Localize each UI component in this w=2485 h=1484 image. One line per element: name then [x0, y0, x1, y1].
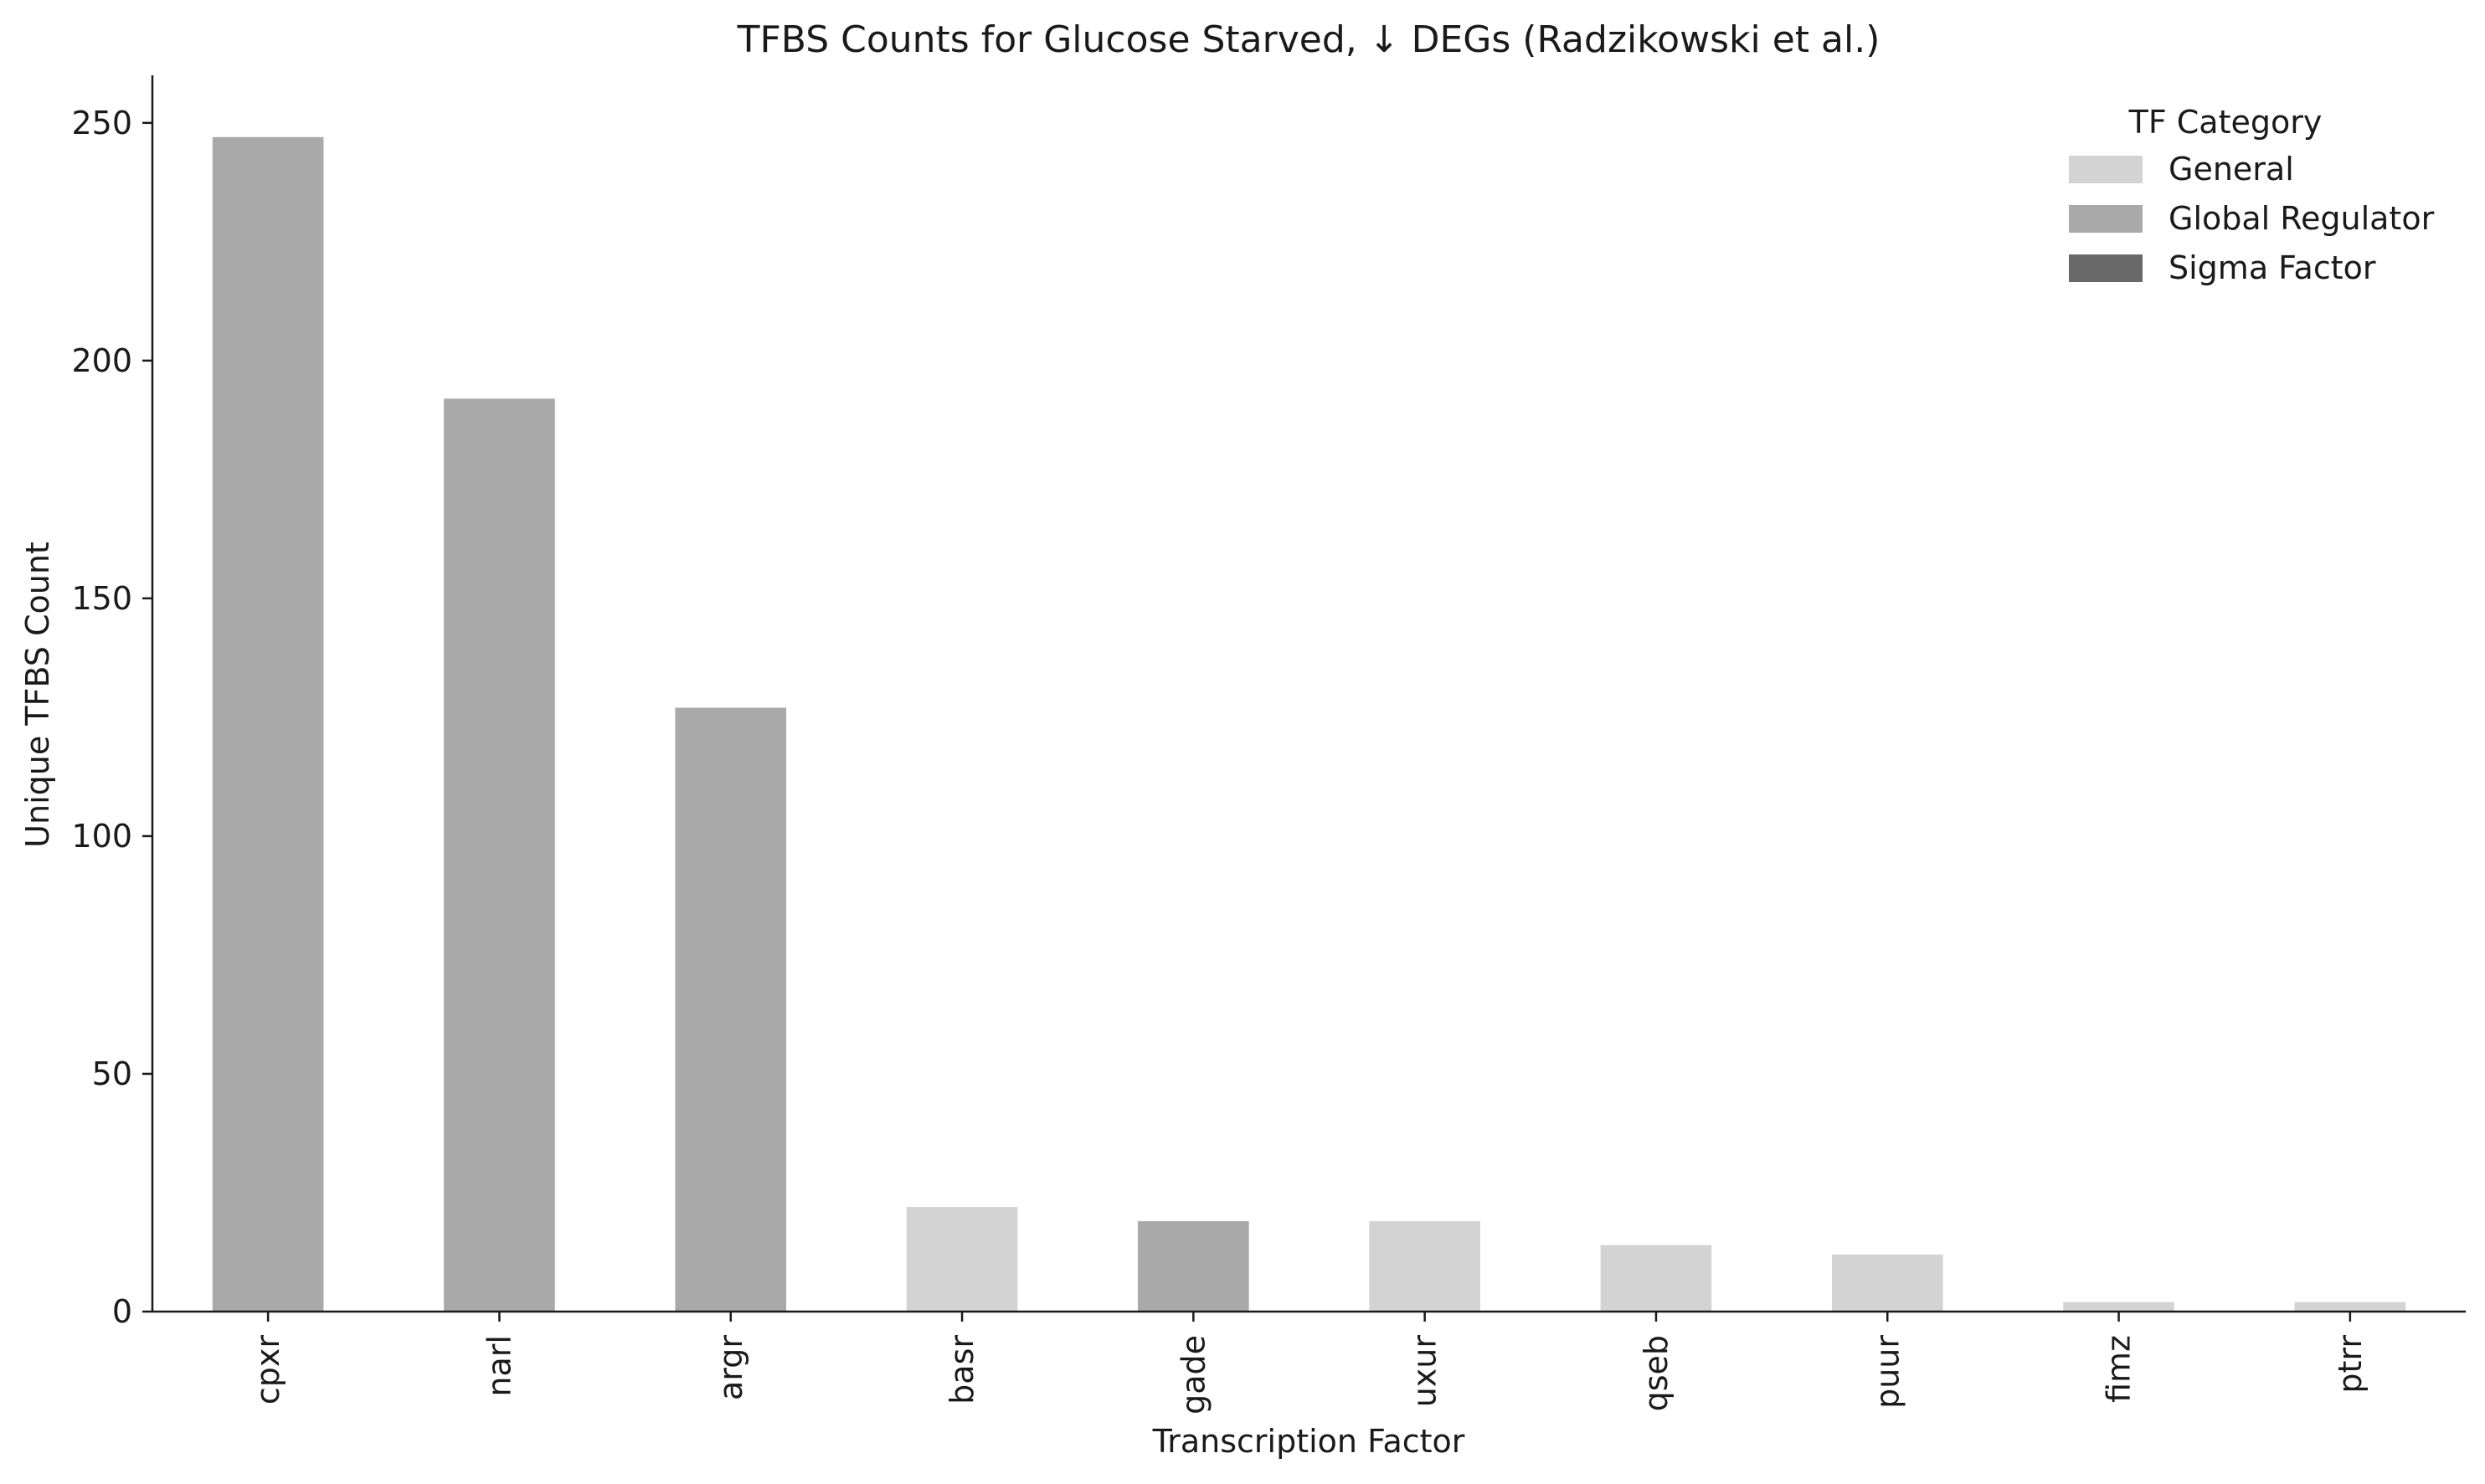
y-tick-label: 150: [71, 580, 132, 617]
x-tick-label-narl: narl: [481, 1335, 517, 1397]
x-tick-label-ptrr: ptrr: [2332, 1335, 2369, 1394]
y-axis-label: Unique TFBS Count: [19, 542, 56, 848]
y-tick-label: 200: [71, 342, 132, 379]
x-tick-label-cpxr: cpxr: [250, 1335, 286, 1405]
x-tick-label-uxur: uxur: [1407, 1335, 1443, 1408]
legend-label-sigma-factor: Sigma Factor: [2169, 249, 2376, 286]
bar-uxur: [1369, 1221, 1480, 1312]
y-tick-label: 250: [71, 105, 132, 141]
y-tick-label: 100: [71, 818, 132, 855]
legend-swatch-global-regulator: [2069, 205, 2143, 233]
legend-label-general: General: [2169, 151, 2294, 187]
x-tick-label-puur: puur: [1869, 1335, 1906, 1409]
bar-qseb: [1600, 1245, 1712, 1312]
legend-label-global-regulator: Global Regulator: [2169, 200, 2435, 237]
bar-fimz: [2063, 1302, 2174, 1312]
y-tick-label: 50: [92, 1055, 132, 1092]
x-tick-label-gade: gade: [1175, 1335, 1212, 1415]
plot-area: 0 50 100 150 200 250 cpxr narl argr basr gade uxur q…: [71, 75, 2466, 1415]
chart-title: TFBS Counts for Glucose Starved, ↓ DEGs …: [737, 18, 1880, 61]
legend-swatch-sigma-factor: [2069, 254, 2143, 282]
bar-basr: [906, 1207, 1018, 1312]
x-axis-label: Transcription Factor: [1152, 1423, 1465, 1460]
bar-puur: [1831, 1254, 1943, 1312]
bar-argr: [675, 707, 787, 1312]
y-tick-label: 0: [112, 1293, 132, 1330]
x-tick-label-basr: basr: [944, 1335, 980, 1404]
legend-title: TF Category: [2128, 104, 2323, 141]
bar-gade: [1138, 1221, 1249, 1312]
x-tick-label-fimz: fimz: [2101, 1335, 2138, 1403]
x-tick-label-argr: argr: [713, 1335, 749, 1400]
x-tick-label-qseb: qseb: [1638, 1335, 1675, 1411]
legend: TF Category General Global Regulator Sigma…: [2069, 104, 2435, 286]
bar-cpxr: [212, 136, 324, 1312]
legend-swatch-general: [2069, 156, 2143, 183]
bar-ptrr: [2294, 1302, 2406, 1312]
bar-narl: [444, 398, 555, 1312]
